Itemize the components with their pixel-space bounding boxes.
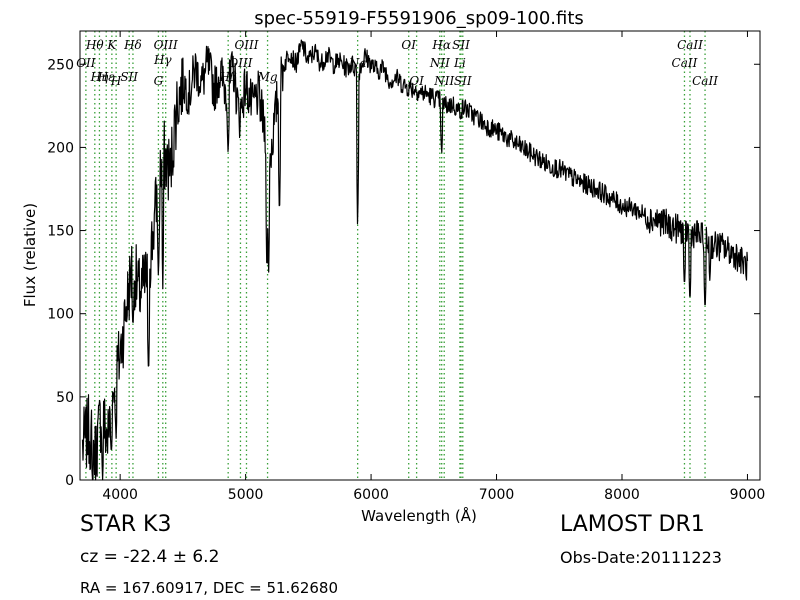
line-label: OII: [76, 56, 96, 70]
axes: 4000 5000 6000 7000 8000 9000 0 50 100 150 200 250: [47, 31, 765, 503]
y-tick-label: 250: [47, 57, 74, 73]
line-label: G: [154, 74, 164, 88]
y-tick-label: 200: [47, 140, 74, 156]
x-axis-label: Wavelength (Å): [361, 506, 477, 525]
line-label: SII: [452, 38, 470, 52]
line-label: NII: [429, 56, 450, 70]
y-tick-label: 100: [47, 307, 74, 323]
x-tick-label: 4000: [102, 487, 138, 503]
object-class-label: STAR K3: [80, 512, 172, 537]
observation-date-label: Obs-Date:20111223: [560, 548, 722, 567]
line-label: CaII: [672, 56, 698, 70]
line-label: SII: [120, 70, 138, 84]
x-tick-label: 6000: [353, 487, 389, 503]
line-label: CaII: [692, 74, 718, 88]
line-label: Hη: [90, 70, 109, 84]
x-tick-label: 9000: [730, 487, 766, 503]
x-tick-label: 5000: [228, 487, 264, 503]
y-tick-label: 0: [65, 473, 74, 489]
line-label: Hε: [97, 70, 115, 84]
y-tick-label: 150: [47, 224, 74, 240]
survey-label: LAMOST DR1: [560, 512, 705, 537]
line-label: SII: [454, 74, 472, 88]
line-label: Hθ: [85, 38, 104, 52]
coordinates-label: RA = 167.60917, DEC = 51.62680: [80, 579, 339, 597]
y-tick-label: 50: [56, 390, 74, 406]
spectrum-line: [81, 39, 749, 481]
x-tick-label: 7000: [479, 487, 515, 503]
y-axis-label: Flux (relative): [21, 203, 39, 307]
chart-title: spec-55919-F5591906_sp09-100.fits: [254, 8, 584, 29]
x-tick-label: 8000: [604, 487, 640, 503]
line-label: OI: [409, 74, 424, 88]
line-label: Li: [453, 56, 466, 70]
line-label: NII: [433, 74, 454, 88]
line-label: OI: [401, 38, 416, 52]
line-label: Hγ: [153, 53, 172, 67]
line-label: H: [110, 74, 122, 88]
plot-frame: [79, 30, 761, 481]
line-label: K: [106, 38, 117, 52]
line-label: Hδ: [123, 38, 142, 52]
line-label: OIII: [234, 38, 258, 52]
spectrum-series: [81, 39, 749, 481]
line-label: Hα: [431, 38, 451, 52]
line-label: Mg: [257, 70, 278, 84]
line-label: CaII: [677, 38, 703, 52]
line-label: OIII: [154, 38, 178, 52]
redshift-label: cz = -22.4 ± 6.2: [80, 547, 220, 567]
